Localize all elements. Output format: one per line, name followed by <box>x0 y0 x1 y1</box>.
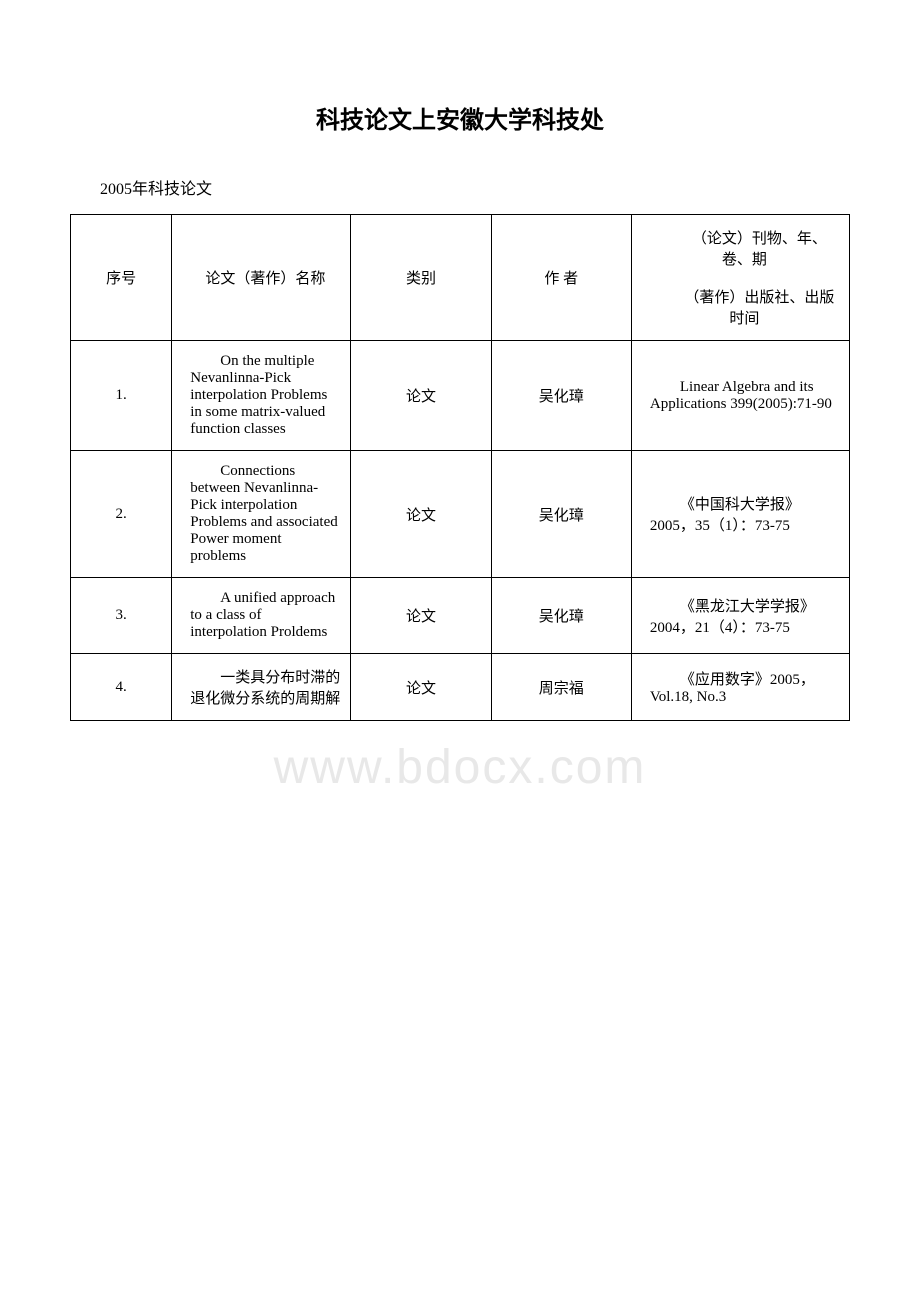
header-pub-line2: （著作）出版社、出版时间 <box>650 286 839 328</box>
cell-num: 4. <box>71 654 172 721</box>
cell-name-text: 一类具分布时滞的退化微分系统的周期解 <box>190 666 340 708</box>
header-type: 类别 <box>351 215 491 341</box>
table-row: 4. 一类具分布时滞的退化微分系统的周期解 论文 周宗福 《应用数字》2005，… <box>71 654 850 721</box>
header-pub-line1: （论文）刊物、年、卷、期 <box>650 227 839 269</box>
table-row: 2. Connections between Nevanlinna-Pick i… <box>71 451 850 578</box>
cell-type: 论文 <box>351 654 491 721</box>
cell-name-text: Connections between Nevanlinna-Pick inte… <box>190 463 340 565</box>
cell-num: 3. <box>71 578 172 654</box>
cell-name: Connections between Nevanlinna-Pick inte… <box>172 451 351 578</box>
cell-num: 1. <box>71 341 172 451</box>
cell-pub: 《中国科大学报》2005，35（1）：73-75 <box>631 451 849 578</box>
cell-type: 论文 <box>351 341 491 451</box>
cell-num: 2. <box>71 451 172 578</box>
cell-name-text: A unified approach to a class of interpo… <box>190 590 340 641</box>
cell-author: 吴化璋 <box>491 341 631 451</box>
cell-name: On the multiple Nevanlinna-Pick interpol… <box>172 341 351 451</box>
cell-name: 一类具分布时滞的退化微分系统的周期解 <box>172 654 351 721</box>
header-pub: （论文）刊物、年、卷、期 （著作）出版社、出版时间 <box>631 215 849 341</box>
cell-type: 论文 <box>351 578 491 654</box>
page-title: 科技论文上安徽大学科技处 <box>70 100 850 135</box>
papers-table: 序号 论文（著作）名称 类别 作 者 （论文）刊物、年、卷、期 （著作）出版社、… <box>70 214 850 721</box>
cell-pub: 《黑龙江大学学报》2004，21（4）：73-75 <box>631 578 849 654</box>
cell-name-text: On the multiple Nevanlinna-Pick interpol… <box>190 353 340 438</box>
subtitle: 2005年科技论文 <box>100 175 850 199</box>
header-author: 作 者 <box>491 215 631 341</box>
watermark: www.bdocx.com <box>274 740 647 795</box>
cell-pub: Linear Algebra and its Applications 399(… <box>631 341 849 451</box>
table-row: 3. A unified approach to a class of inte… <box>71 578 850 654</box>
cell-name: A unified approach to a class of interpo… <box>172 578 351 654</box>
header-name: 论文（著作）名称 <box>172 215 351 341</box>
cell-author: 周宗福 <box>491 654 631 721</box>
cell-pub-text: Linear Algebra and its Applications 399(… <box>650 379 839 413</box>
cell-author: 吴化璋 <box>491 578 631 654</box>
cell-pub-text: 《黑龙江大学学报》2004，21（4）：73-75 <box>650 595 839 637</box>
header-num: 序号 <box>71 215 172 341</box>
table-row: 1. On the multiple Nevanlinna-Pick inter… <box>71 341 850 451</box>
cell-type: 论文 <box>351 451 491 578</box>
cell-pub: 《应用数字》2005，Vol.18, No.3 <box>631 654 849 721</box>
cell-author: 吴化璋 <box>491 451 631 578</box>
cell-pub-text: 《中国科大学报》2005，35（1）：73-75 <box>650 493 839 535</box>
table-header-row: 序号 论文（著作）名称 类别 作 者 （论文）刊物、年、卷、期 （著作）出版社、… <box>71 215 850 341</box>
cell-pub-text: 《应用数字》2005，Vol.18, No.3 <box>650 668 839 706</box>
